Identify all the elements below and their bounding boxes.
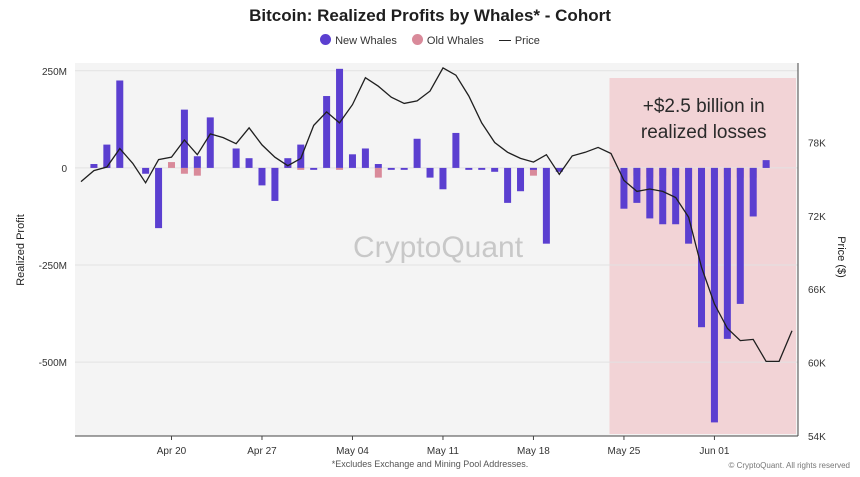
annotation-layer: +$2.5 billion in realized losses [641, 96, 767, 143]
x-tick-label: May 18 [517, 446, 550, 457]
x-tick-label: May 11 [427, 446, 459, 457]
y2-tick-label: 54K [808, 432, 826, 443]
bar-new-whales [206, 117, 214, 168]
bar-new-whales [426, 167, 434, 178]
y2-tick-label: 72K [808, 212, 826, 223]
bar-new-whales [142, 167, 150, 174]
bar-new-whales [258, 167, 266, 186]
bar-new-whales [155, 167, 163, 229]
bar-new-whales [685, 167, 693, 244]
bar-new-whales [529, 167, 537, 170]
legend-label-price: Price [514, 34, 540, 47]
bar-new-whales [465, 167, 473, 170]
x-tick-label: Apr 20 [157, 446, 187, 457]
bar-new-whales [646, 167, 654, 219]
bar-new-whales [297, 144, 305, 168]
bar-old-whales [167, 162, 175, 168]
bar-new-whales [491, 167, 499, 172]
legend-swatch-new-whales [320, 34, 332, 45]
bar-new-whales [736, 167, 744, 304]
bar-old-whales [374, 167, 382, 178]
bar-new-whales [284, 158, 292, 168]
y-tick-label: -250M [39, 261, 67, 272]
legend-item-price[interactable]: Price [498, 34, 540, 47]
y-tick-label: 0 [61, 164, 67, 175]
bar-new-whales [659, 167, 667, 225]
bar-new-whales [555, 167, 563, 172]
axes-layer: 250M 0 -250M -500M 78K 72K 66K 60K 54K Apr 20 Apr … [39, 67, 826, 457]
bar-old-whales [193, 167, 201, 176]
legend-swatch-price [498, 39, 511, 41]
bar-new-whales [413, 138, 421, 168]
footnote: *Excludes Exchange and Mining Pool Addre… [331, 459, 529, 469]
bar-new-whales [749, 167, 757, 217]
bar-new-whales [116, 80, 124, 168]
y2-tick-label: 78K [808, 138, 826, 149]
bar-new-whales [633, 167, 641, 203]
y2-axis-label: Price ($) [835, 236, 847, 278]
bar-new-whales [620, 167, 628, 209]
chart-title: Bitcoin: Realized Profits by Whales* - C… [249, 6, 611, 25]
bar-new-whales [517, 167, 525, 192]
price-line [80, 67, 793, 363]
bar-new-whales [723, 167, 731, 339]
legend-swatch-old-whales [411, 34, 423, 45]
bar-new-whales [245, 158, 253, 168]
bar-old-whales [529, 167, 537, 176]
bar-new-whales [103, 144, 111, 168]
bars-layer [90, 68, 770, 423]
legend-label-old-whales: Old Whales [426, 35, 484, 47]
bar-new-whales [90, 164, 98, 168]
x-tick-label: Apr 27 [247, 446, 277, 457]
bar-new-whales [710, 167, 718, 423]
bar-new-whales [348, 154, 356, 168]
bar-new-whales [452, 132, 460, 168]
x-tick-label: May 25 [608, 446, 641, 457]
bar-new-whales [698, 167, 706, 328]
legend-item-new-whales[interactable]: New Whales [320, 34, 397, 47]
bar-new-whales [400, 167, 408, 170]
bar-new-whales [478, 167, 486, 170]
bar-new-whales [310, 167, 318, 170]
bar-new-whales [374, 164, 382, 168]
bar-new-whales [193, 156, 201, 168]
legend-item-old-whales[interactable]: Old Whales [411, 34, 484, 47]
watermark: CryptoQuant [353, 231, 524, 264]
y2-tick-label: 66K [808, 285, 826, 296]
bar-new-whales [180, 109, 188, 168]
bar-new-whales [336, 68, 344, 168]
y-tick-label: -500M [39, 358, 67, 369]
bar-old-whales [180, 167, 188, 174]
bar-new-whales [387, 167, 395, 170]
bar-old-whales [297, 167, 305, 170]
y-axis-label: Realized Profit [15, 214, 27, 286]
bar-new-whales [361, 148, 369, 168]
bar-new-whales [323, 96, 331, 168]
y-tick-label: 250M [42, 67, 67, 78]
legend-label-new-whales: New Whales [335, 35, 397, 47]
bar-new-whales [672, 167, 680, 225]
copyright: © CryptoQuant. All rights reserved [728, 461, 851, 470]
bar-old-whales [336, 167, 344, 170]
bar-new-whales [542, 167, 550, 244]
bar-new-whales [762, 160, 770, 168]
annotation-text: +$2.5 billion in [643, 96, 765, 117]
bar-new-whales [439, 167, 447, 190]
y2-tick-label: 60K [808, 359, 826, 370]
bar-new-whales [504, 167, 512, 203]
legend: New Whales Old Whales Price [0, 34, 860, 47]
x-tick-label: May 04 [336, 446, 369, 457]
annotation-text: realized losses [641, 122, 767, 143]
x-tick-label: Jun 01 [699, 446, 729, 457]
bar-new-whales [271, 167, 279, 201]
price-layer [80, 67, 793, 363]
bar-new-whales [232, 148, 240, 168]
